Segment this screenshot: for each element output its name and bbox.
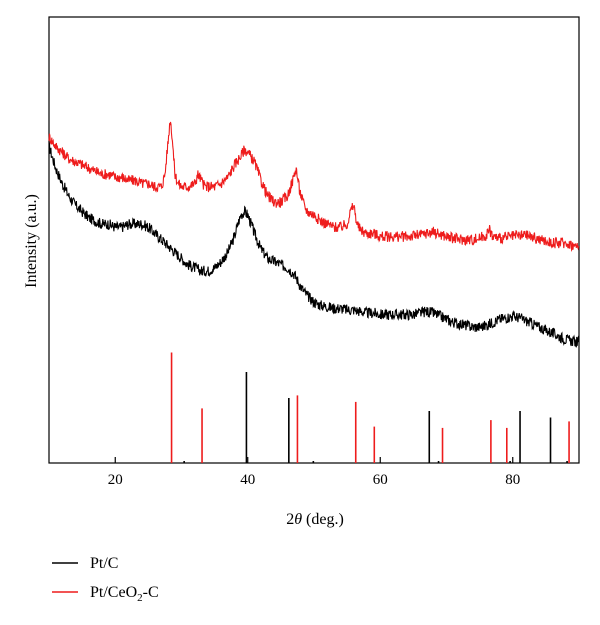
x-tick-label-80: 80	[505, 472, 520, 488]
series-curves	[48, 121, 580, 348]
series-line-pt-ceo2-c	[48, 121, 580, 253]
series-line-pt-c	[48, 141, 580, 348]
y-axis-title: Intensity (a.u.)	[23, 194, 40, 288]
plot-area-border	[48, 16, 580, 464]
x-tick-label-20: 20	[108, 472, 123, 488]
x-axis-title-prefix: 2	[286, 511, 294, 528]
x-axis-title-suffix: (deg.)	[302, 511, 344, 528]
x-axis-ticks: 20 40 60 80	[108, 457, 520, 488]
x-tick-label-40: 40	[240, 472, 255, 488]
reference-lines	[170, 352, 570, 463]
plot-frame	[48, 16, 580, 464]
x-axis-title: 2θ (deg.)	[286, 511, 344, 528]
legend-label-part-a: Pt/CeO	[90, 584, 137, 601]
legend-label-pt-ceo2-c: Pt/CeO2-C	[90, 584, 159, 604]
x-axis-title-symbol: θ	[294, 511, 302, 528]
legend: Pt/C Pt/CeO2-C	[52, 555, 159, 604]
x-tick-label-60: 60	[373, 472, 388, 488]
legend-label-pt-c: Pt/C	[90, 555, 118, 572]
legend-label-part-b: -C	[143, 584, 159, 601]
legend-label-subscript: 2	[137, 592, 143, 604]
